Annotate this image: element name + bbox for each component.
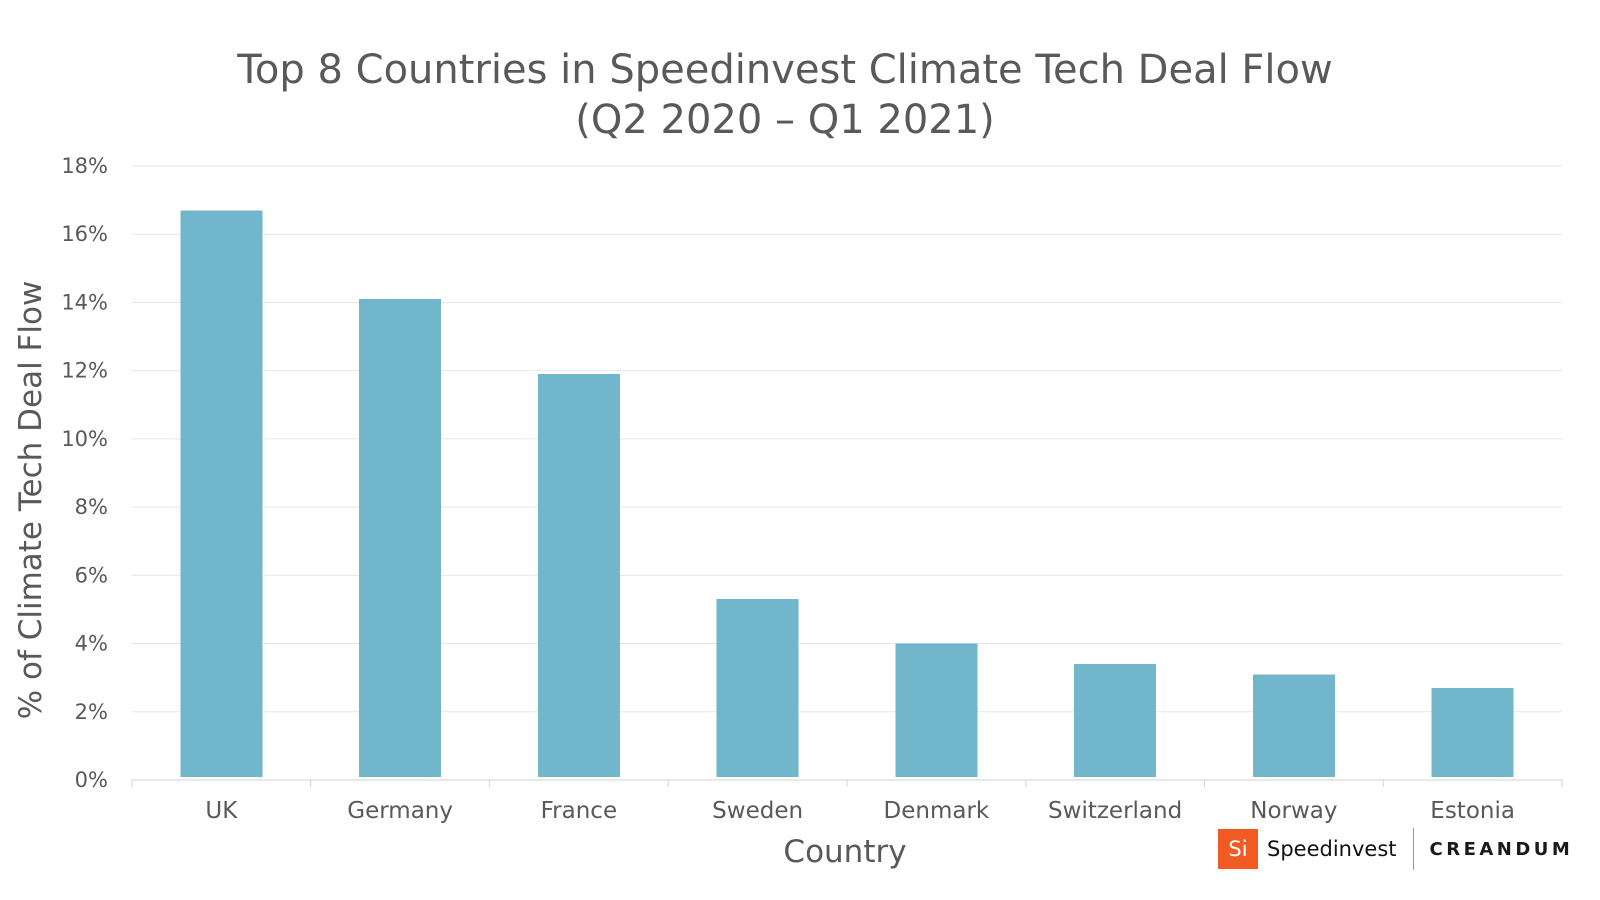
- bar-switzerland: [1074, 664, 1157, 777]
- x-tick-label: UK: [205, 798, 238, 824]
- x-tick-label: Sweden: [712, 798, 803, 824]
- bar-sweden: [716, 599, 799, 777]
- x-tick-label: Estonia: [1430, 798, 1515, 824]
- gridlines: [132, 165, 1562, 713]
- bar-norway: [1252, 674, 1335, 777]
- y-tick-label: 4%: [75, 632, 108, 656]
- y-tick-label: 18%: [61, 154, 108, 178]
- x-axis-categories: UK Germany France Sweden Denmark Switzerland N…: [205, 798, 1515, 824]
- chart-title-line-1: Top 8 Countries in Speedinvest Climate T…: [236, 47, 1332, 93]
- y-tick-label: 6%: [75, 563, 108, 587]
- y-tick-label: 12%: [61, 359, 108, 383]
- bar-germany: [359, 299, 442, 777]
- y-axis-ticks: 0% 2% 4% 6% 8% 10% 12% 14% 16% 18%: [61, 154, 108, 792]
- speedinvest-logo-mark: Si: [1218, 829, 1258, 869]
- x-tick-label: Germany: [347, 798, 453, 824]
- x-axis: [131, 779, 1563, 787]
- y-tick-label: 14%: [61, 290, 108, 314]
- y-tick-label: 8%: [75, 495, 108, 519]
- y-tick-label: 16%: [61, 222, 108, 246]
- bar-estonia: [1431, 687, 1514, 777]
- bar-denmark: [895, 643, 978, 777]
- y-tick-label: 2%: [75, 700, 108, 724]
- logo-divider: [1412, 828, 1414, 870]
- bar-uk: [180, 210, 263, 777]
- y-tick-label: 0%: [75, 768, 108, 792]
- chart-title-line-2: (Q2 2020 – Q1 2021): [575, 97, 995, 143]
- speedinvest-logo-name: Speedinvest: [1267, 837, 1397, 861]
- y-tick-label: 10%: [61, 427, 108, 451]
- x-tick-label: Norway: [1250, 798, 1337, 824]
- y-axis-title: % of Climate Tech Deal Flow: [13, 281, 49, 720]
- x-tick-label: Denmark: [884, 798, 990, 824]
- chart-title: Top 8 Countries in Speedinvest Climate T…: [236, 47, 1332, 143]
- bars: [180, 210, 1514, 777]
- brand-logos: Si Speedinvest CREANDUM: [1218, 826, 1573, 872]
- bar-france: [537, 374, 620, 777]
- creandum-logo: CREANDUM: [1429, 838, 1574, 860]
- x-tick-label: France: [541, 798, 617, 824]
- x-axis-title: Country: [783, 834, 906, 870]
- x-tick-label: Switzerland: [1048, 798, 1182, 824]
